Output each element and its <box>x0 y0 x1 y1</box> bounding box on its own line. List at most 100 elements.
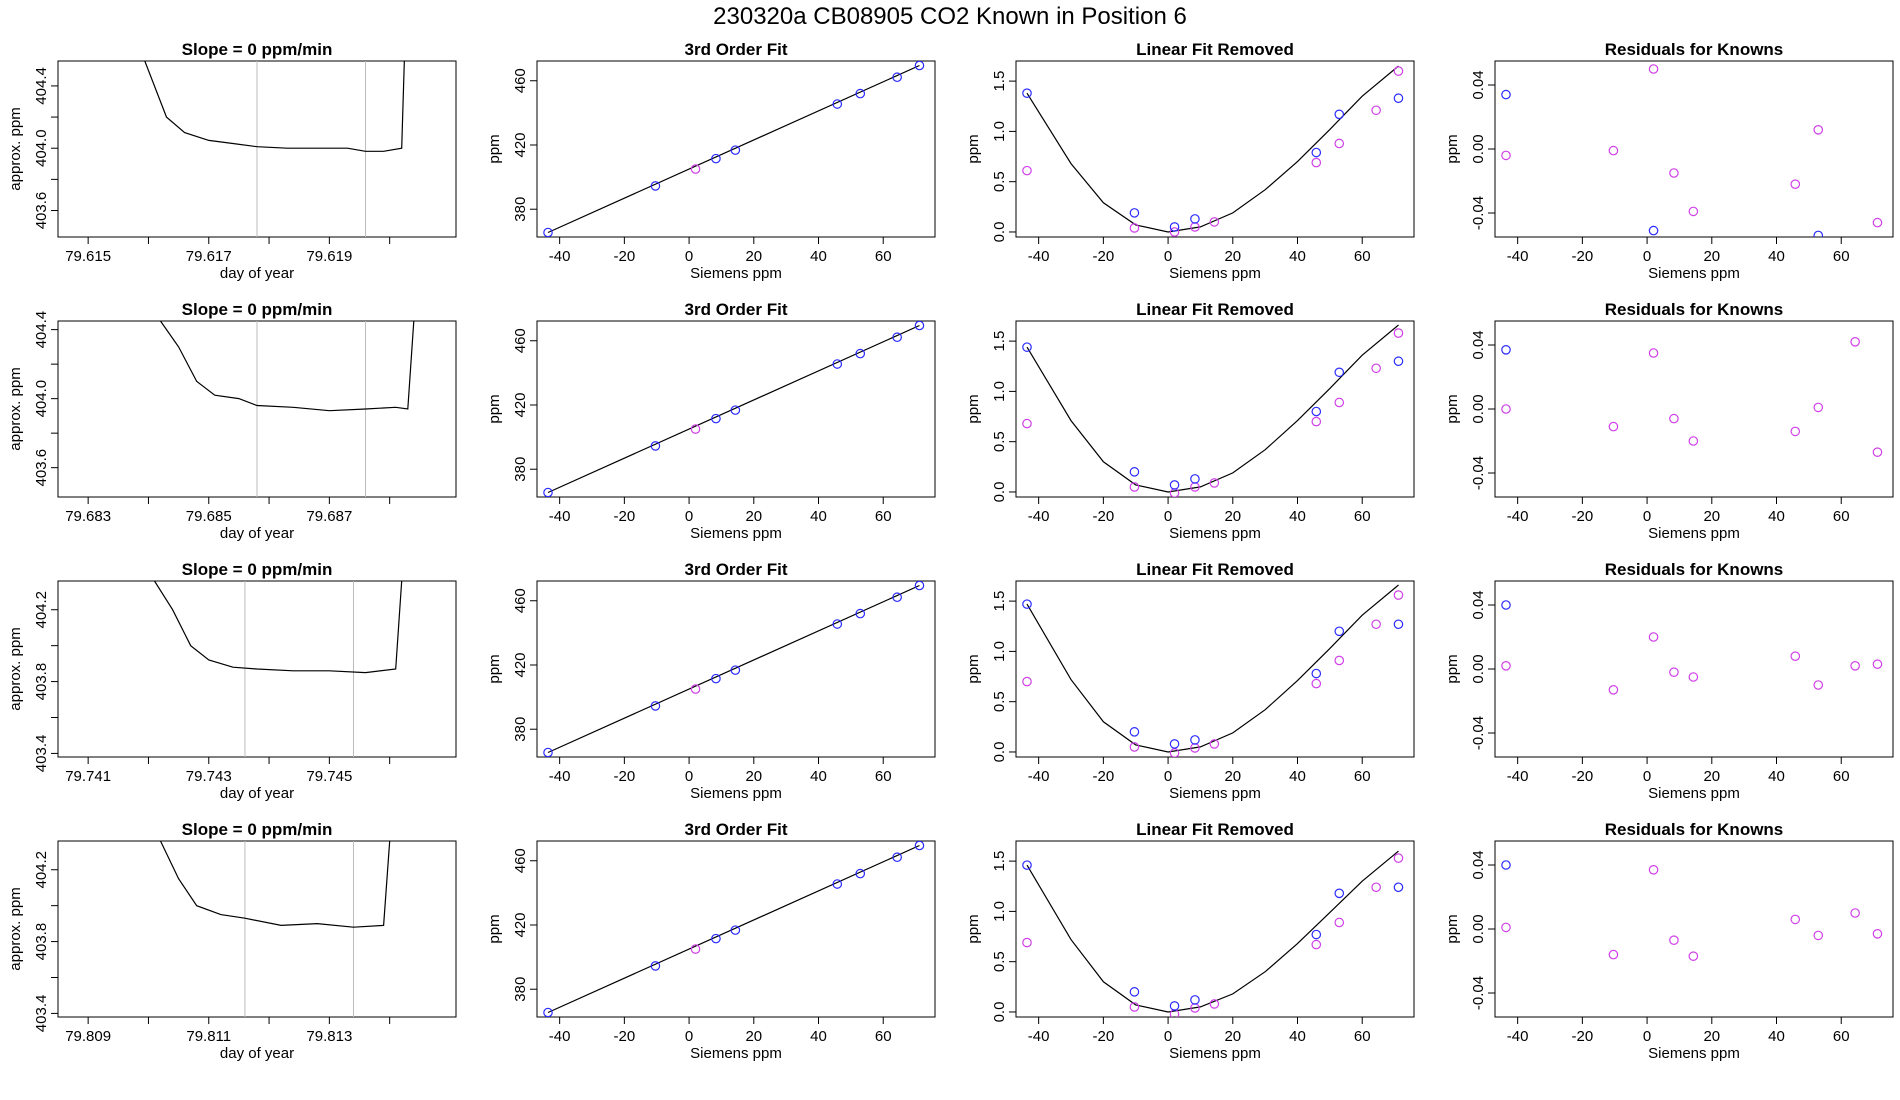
data-point-magenta <box>1608 684 1619 695</box>
x-tick-label: 79.683 <box>65 508 111 525</box>
panel-title: Linear Fit Removed <box>1136 820 1294 839</box>
data-point-magenta <box>1669 667 1679 677</box>
x-tick-label: 20 <box>745 768 762 785</box>
plot-frame <box>1494 320 1894 498</box>
data-point-blue <box>1129 208 1140 218</box>
data-point-magenta <box>1393 328 1404 338</box>
data-point-magenta <box>1334 655 1345 666</box>
data-point-magenta <box>1209 217 1220 227</box>
panel-title: 3rd Order Fit <box>685 820 788 839</box>
x-tick-label: 60 <box>1833 768 1850 785</box>
data-point-blue <box>650 441 661 451</box>
x-tick-label: 20 <box>1703 508 1720 525</box>
data-point-blue <box>711 933 721 944</box>
panel-r1c4: Residuals for Knowns -40 -20 0 20 40 60 Siemens… <box>1444 40 1894 282</box>
x-tick-label: 79.745 <box>306 768 352 785</box>
x-tick-label: 20 <box>745 508 762 525</box>
data-point-magenta <box>1393 853 1404 863</box>
y-tick-label: 1.0 <box>991 121 1008 142</box>
y-tick-label: 0.00 <box>1470 914 1487 943</box>
x-tick-label: 0 <box>685 768 693 785</box>
plot-data <box>543 581 925 757</box>
data-point-magenta <box>1371 105 1381 116</box>
y-axis-label: ppm <box>1444 394 1461 423</box>
data-point-blue <box>1311 406 1322 417</box>
data-point-blue <box>1022 599 1032 609</box>
y-tick-label: -0.04 <box>1470 196 1487 230</box>
fit-curve <box>1026 850 1399 1013</box>
data-point-magenta <box>1688 436 1699 446</box>
data-point-magenta <box>1129 742 1140 752</box>
plot-frame <box>536 60 936 238</box>
x-tick-label: -20 <box>1093 248 1115 265</box>
panel-title: Residuals for Knowns <box>1605 820 1784 839</box>
y-tick-label: 0.04 <box>1470 590 1487 619</box>
data-point-blue <box>832 359 843 369</box>
x-axis-label: Siemens ppm <box>1169 525 1261 542</box>
data-point-blue <box>730 405 741 415</box>
y-tick-label: 0.0 <box>991 482 1008 503</box>
x-axis-label: Siemens ppm <box>1169 785 1261 802</box>
y-tick-label: 0.0 <box>991 742 1008 763</box>
y-tick-label: 460 <box>512 328 529 353</box>
plot-data <box>1022 584 1404 757</box>
y-axis-label: ppm <box>486 914 503 943</box>
figure-title: 230320a CB08905 CO2 Known in Position 6 <box>713 3 1187 30</box>
y-tick-label: 0.04 <box>1470 850 1487 879</box>
x-tick-label: 79.617 <box>186 248 232 265</box>
data-point-magenta <box>1790 914 1801 925</box>
plot-data <box>543 321 925 497</box>
y-tick-label: 0.04 <box>1470 330 1487 359</box>
x-tick-label: -40 <box>1507 1028 1529 1045</box>
y-axis-label: approx. ppm <box>7 367 24 450</box>
y-tick-label: 0.04 <box>1470 70 1487 99</box>
data-point-blue <box>711 673 721 684</box>
data-point-blue <box>832 619 843 629</box>
data-point-magenta <box>1813 125 1824 135</box>
panel-r1c3: Linear Fit Removed -40 -20 0 20 40 60 Siemens p… <box>965 40 1415 282</box>
plot-frame <box>536 580 936 758</box>
data-point-blue <box>892 72 902 83</box>
data-point-blue <box>914 581 925 591</box>
y-tick-label: 0.00 <box>1470 134 1487 163</box>
x-tick-label: 79.687 <box>306 508 352 525</box>
data-point-magenta <box>1501 660 1511 671</box>
y-tick-label: 0.00 <box>1470 654 1487 683</box>
y-tick-label: 380 <box>512 197 529 222</box>
plot-data <box>1501 860 1883 961</box>
panel-title: Linear Fit Removed <box>1136 560 1294 579</box>
panel-r3c1: Slope = 0 ppm/min 79.741 79.743 79.745 day o… <box>7 560 457 802</box>
data-point-magenta <box>1648 632 1659 642</box>
data-point-magenta <box>1371 619 1381 630</box>
data-point-magenta <box>1872 659 1883 669</box>
x-tick-label: 20 <box>1224 248 1241 265</box>
data-point-magenta <box>1608 949 1619 960</box>
x-tick-label: 40 <box>1289 1028 1306 1045</box>
data-point-blue <box>1022 342 1032 352</box>
x-tick-label: 0 <box>1643 1028 1651 1045</box>
x-tick-label: 40 <box>1289 768 1306 785</box>
data-point-magenta <box>1669 413 1679 424</box>
data-point-blue <box>892 592 902 603</box>
x-tick-label: 40 <box>810 508 827 525</box>
y-tick-label: 0.0 <box>991 222 1008 243</box>
fit-line <box>547 584 920 754</box>
panel-r4c1: Slope = 0 ppm/min 79.809 79.811 79.813 day o… <box>7 820 457 1062</box>
x-tick-label: -20 <box>1572 508 1594 525</box>
x-axis-label: Siemens ppm <box>1648 525 1740 542</box>
data-point-blue <box>543 227 553 237</box>
plot-data <box>1501 64 1883 237</box>
concentration-trace <box>153 581 403 674</box>
x-axis-label: Siemens ppm <box>1648 785 1740 802</box>
panel-r2c2: 3rd Order Fit -40 -20 0 20 40 60 Siemens ppm 380… <box>486 300 936 542</box>
x-tick-label: -40 <box>1028 768 1050 785</box>
data-point-blue <box>730 665 741 675</box>
x-tick-label: -20 <box>1093 768 1115 785</box>
data-point-magenta <box>1688 951 1699 961</box>
data-point-blue <box>1813 230 1824 237</box>
data-point-magenta <box>690 944 701 954</box>
panel-r2c3: Linear Fit Removed -40 -20 0 20 40 60 Siemens p… <box>965 300 1415 542</box>
data-point-blue <box>1022 88 1032 98</box>
y-tick-label: 380 <box>512 717 529 742</box>
plot-data <box>159 841 391 1017</box>
